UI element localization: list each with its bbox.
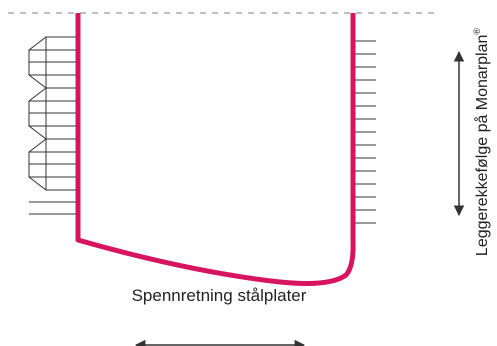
span-direction-label: Spennretning stålplater [132,286,307,305]
left-steel-sheet-profile [28,36,76,215]
laying-sequence-label: Leggerekkefølge på Monarplan® [472,28,491,256]
right-steel-sheet-lines [352,40,376,224]
laying-sequence-label-text: Leggerekkefølge på Monarplan [473,35,491,256]
registered-mark: ® [472,28,482,35]
slab-outline [75,13,356,286]
